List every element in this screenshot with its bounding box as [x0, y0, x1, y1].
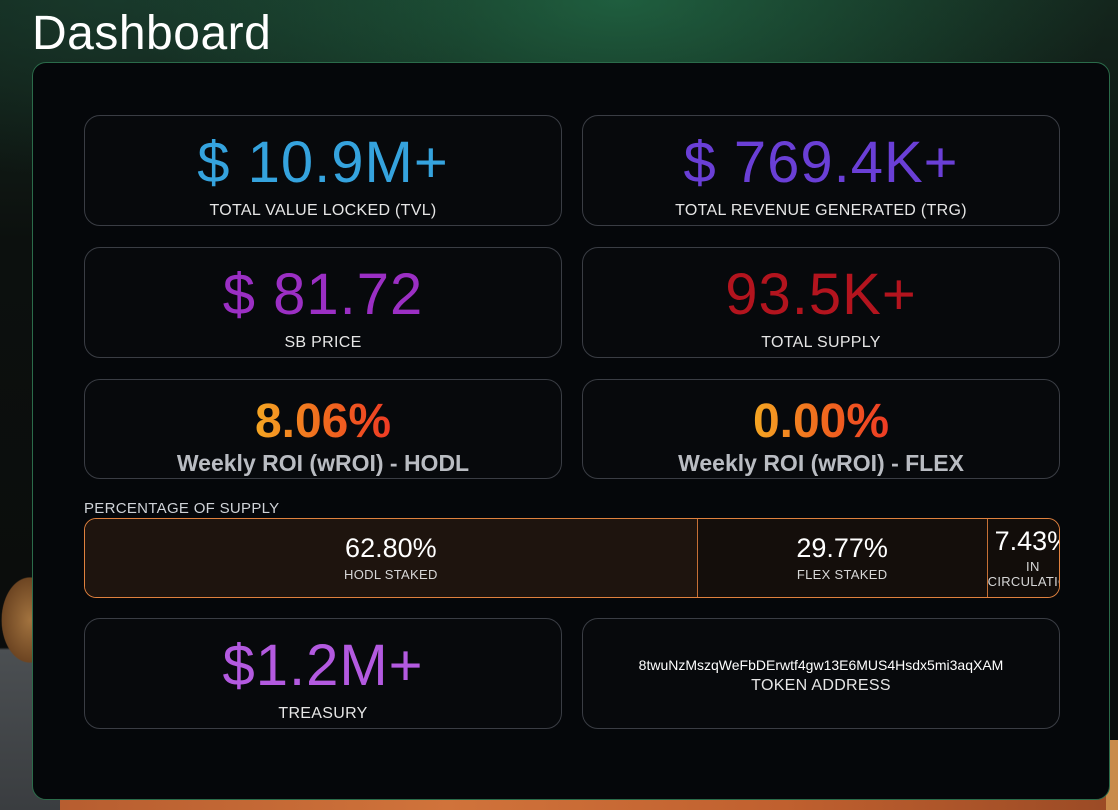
tvl-value: $ 10.9M+ [197, 130, 449, 195]
tvl-card: $ 10.9M+ TOTAL VALUE LOCKED (TVL) [84, 115, 562, 226]
roi-hodl-value: 8.06% [254, 395, 392, 448]
page-title: Dashboard [32, 7, 272, 60]
supply-heading: PERCENTAGE OF SUPPLY [84, 500, 280, 517]
trg-label: TOTAL REVENUE GENERATED (TRG) [675, 202, 967, 219]
roi-flex-value: 0.00% [752, 395, 890, 448]
trg-value: $ 769.4K+ [683, 130, 959, 195]
total-supply-card: 93.5K+ TOTAL SUPPLY [582, 247, 1060, 358]
sb-price-value: $ 81.72 [222, 262, 424, 327]
supply-segment-label: IN CIRCULATION [987, 559, 1059, 590]
roi-hodl-label: Weekly ROI (wROI) - HODL [176, 450, 470, 476]
token-address-label: TOKEN ADDRESS [751, 677, 891, 694]
supply-bar: 62.80% HODL STAKED 29.77% FLEX STAKED 7.… [84, 518, 1060, 598]
supply-segment-percent: 29.77% [796, 533, 888, 564]
roi-flex-card: 0.00% Weekly ROI (wROI) - FLEX [582, 379, 1060, 479]
supply-segment-circulation: 7.43% IN CIRCULATION [986, 519, 1059, 597]
supply-segment-percent: 62.80% [345, 533, 437, 564]
treasury-value: $1.2M+ [222, 633, 424, 698]
roi-hodl-card: 8.06% Weekly ROI (wROI) - HODL [84, 379, 562, 479]
sb-price-card: $ 81.72 SB PRICE [84, 247, 562, 358]
treasury-label: TREASURY [278, 705, 368, 722]
sb-price-label: SB PRICE [284, 334, 362, 351]
supply-segment-label: FLEX STAKED [796, 566, 888, 582]
total-supply-label: TOTAL SUPPLY [761, 334, 881, 351]
supply-segment-hodl: 62.80% HODL STAKED [85, 519, 697, 597]
token-address-value[interactable]: 8twuNzMszqWeFbDErwtf4gw13E6MUS4Hsdx5mi3a… [638, 657, 1004, 673]
supply-segment-percent: 7.43% [994, 525, 1059, 556]
token-address-card[interactable]: 8twuNzMszqWeFbDErwtf4gw13E6MUS4Hsdx5mi3a… [582, 618, 1060, 729]
trg-card: $ 769.4K+ TOTAL REVENUE GENERATED (TRG) [582, 115, 1060, 226]
dashboard-panel: $ 10.9M+ TOTAL VALUE LOCKED (TVL) $ 769.… [32, 62, 1110, 800]
supply-segment-flex: 29.77% FLEX STAKED [696, 519, 987, 597]
supply-segment-label: HODL STAKED [344, 566, 438, 582]
tvl-label: TOTAL VALUE LOCKED (TVL) [209, 202, 437, 219]
total-supply-value: 93.5K+ [725, 262, 917, 327]
treasury-card: $1.2M+ TREASURY [84, 618, 562, 729]
roi-flex-label: Weekly ROI (wROI) - FLEX [678, 450, 964, 476]
